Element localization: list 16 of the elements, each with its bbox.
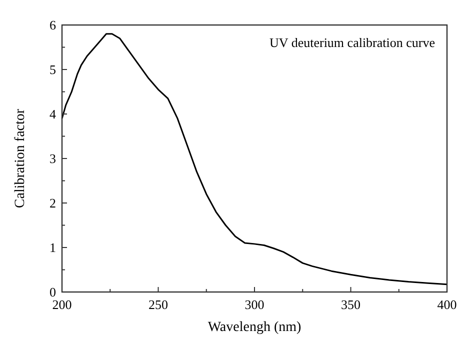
annotation: UV deuterium calibration curve	[270, 35, 436, 50]
y-axis-title: Calibration factor	[13, 108, 28, 208]
y-tick-label: 4	[50, 106, 56, 122]
x-tick-label: 300	[244, 297, 264, 312]
y-tick-label: 1	[50, 240, 56, 256]
x-tick-label: 400	[437, 297, 457, 312]
y-tick-label: 2	[50, 196, 56, 211]
x-axis-title: Wavelengh (nm)	[208, 320, 302, 335]
y-tick-label: 3	[50, 151, 56, 166]
y-tick-label: 0	[50, 284, 56, 300]
y-tick-label: 5	[50, 62, 56, 78]
x-tick-label: 200	[52, 297, 72, 312]
line-series	[61, 33, 448, 286]
x-tick-label: 250	[148, 297, 168, 312]
x-tick-label: 350	[341, 297, 360, 312]
y-tick-label: 6	[50, 18, 56, 33]
